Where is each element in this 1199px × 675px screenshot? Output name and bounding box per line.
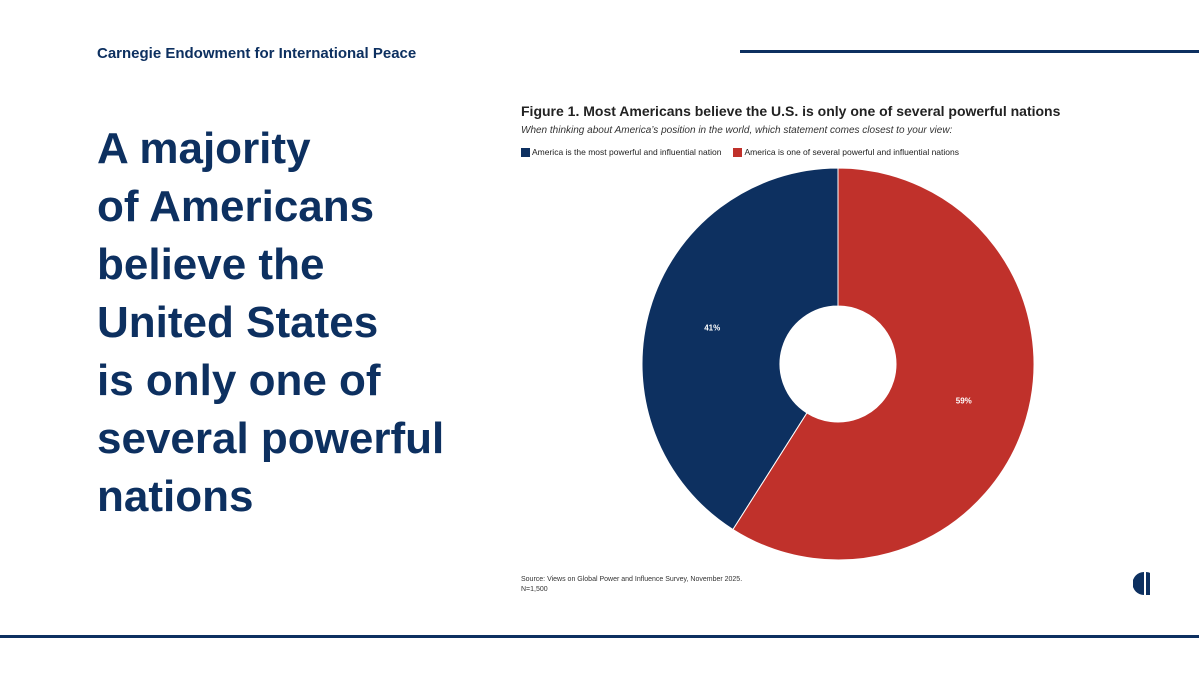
headline: A majority of Americans believe the Unit… — [97, 120, 517, 526]
org-name: Carnegie Endowment for International Pea… — [97, 45, 417, 62]
pie-slice — [641, 167, 839, 531]
legend-label: America is one of several powerful and i… — [744, 147, 959, 157]
figure-title: Figure 1. Most Americans believe the U.S… — [521, 103, 1061, 119]
pie-slice — [732, 167, 1035, 561]
source-note: Source: Views on Global Power and Influe… — [521, 575, 742, 595]
carnegie-c-logo-icon — [1133, 572, 1157, 595]
headline-line: believe the — [97, 240, 325, 289]
source-text: Source: Views on Global Power and Influe… — [521, 576, 743, 583]
figure-subtitle: When thinking about America’s position i… — [521, 125, 953, 136]
chart-legend: America is the most powerful and influen… — [521, 147, 971, 157]
headline-line: nations — [97, 472, 254, 521]
headline-line: United States — [97, 298, 379, 347]
bottom-rule — [0, 635, 1199, 638]
headline-line: several powerful — [97, 414, 445, 463]
legend-swatch — [733, 147, 743, 157]
data-label: 59% — [956, 397, 972, 406]
donut-chart: 41% 59% — [641, 167, 1035, 561]
headline-line: of Americans — [97, 182, 375, 231]
headline-line: is only one of — [97, 356, 381, 405]
legend-swatch — [521, 147, 530, 157]
legend-label: America is the most powerful and influen… — [532, 147, 722, 157]
headline-line: A majority — [97, 124, 311, 173]
legend-item: America is one of several powerful and i… — [733, 147, 959, 157]
sample-size: N=1,500 — [521, 586, 548, 593]
top-rule — [740, 50, 1199, 53]
legend-item: America is the most powerful and influen… — [521, 147, 721, 157]
data-label: 41% — [704, 323, 720, 332]
